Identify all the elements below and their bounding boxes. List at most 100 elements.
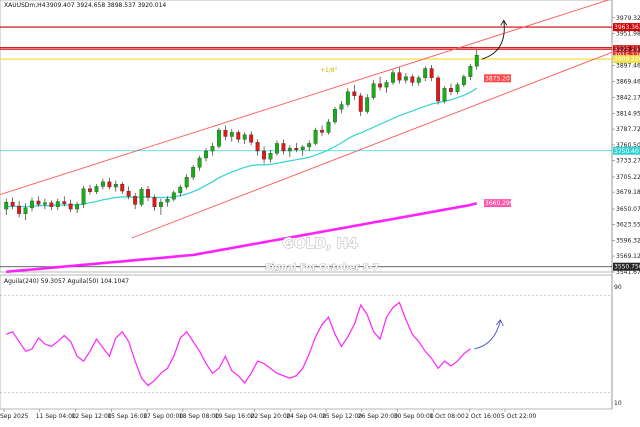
candle-body — [55, 201, 60, 207]
x-tick-label: 12 Sep 12:00 — [72, 413, 112, 420]
candle-body — [81, 188, 86, 205]
candle-body — [146, 189, 150, 198]
candle-body — [23, 207, 28, 214]
candle-body — [255, 142, 260, 152]
chart-ohlc: 3909.407 3924.658 3898.537 3920.014 — [46, 2, 166, 9]
price-axis-ticks: 3979.325 3951.980 3924.635 3897.460 3869.465… — [612, 15, 640, 276]
candle-body — [236, 132, 241, 140]
candle-body — [152, 197, 157, 207]
candle-body — [326, 121, 331, 133]
y-tick-label: 3596.325 — [616, 237, 640, 244]
candle-body — [339, 104, 344, 110]
candle-body — [165, 199, 170, 203]
trend-channel — [0, 0, 613, 239]
y-tick-label: 3897.460 — [616, 62, 640, 69]
x-tick-label: 24 Sep 04:00 — [286, 413, 326, 420]
candle-body — [307, 143, 312, 148]
candle-body — [281, 143, 286, 152]
candle-body — [94, 186, 99, 192]
candle-body — [403, 76, 408, 81]
candle-body — [294, 147, 299, 150]
candle-body — [461, 76, 466, 85]
y-tick-label: 3679.180 — [616, 189, 640, 196]
candle-body — [333, 109, 337, 123]
x-tick-label: 1 Oct 08:00 — [429, 413, 464, 420]
x-tick-label: 30 Sep 00:00 — [394, 413, 434, 420]
candle-body — [223, 129, 228, 137]
oscillator-bottom-tick: 10 — [614, 400, 622, 407]
candle-body — [313, 129, 318, 144]
candle-body — [68, 203, 73, 210]
candle-body — [120, 183, 125, 192]
price-tag-bg — [484, 199, 511, 208]
candle-body — [17, 206, 22, 214]
y-tick-label: 3705.225 — [616, 174, 640, 181]
candle-body — [197, 157, 202, 168]
candle-body — [113, 183, 118, 188]
x-tick-label: 17 Sep 00:00 — [143, 413, 183, 420]
price-tag-text: 3925.291 — [614, 46, 640, 53]
candle-body — [474, 55, 479, 67]
candle-body — [42, 202, 47, 205]
candle-body — [468, 66, 473, 77]
candle-body — [171, 192, 176, 200]
candle-body — [300, 146, 305, 150]
candle-body — [320, 129, 324, 133]
candle-body — [184, 176, 189, 188]
projection-arrowhead — [500, 19, 508, 26]
y-tick-label: 3650.070 — [616, 206, 640, 213]
candle-body — [242, 134, 247, 140]
candle-body — [442, 88, 447, 102]
x-tick-label: 18 Sep 08:00 — [179, 413, 219, 420]
price-tag-bg — [613, 23, 640, 32]
channel-upper — [0, 0, 610, 195]
watermark-subtitle: Signal For October 5-7 — [265, 263, 379, 273]
y-tick-label: 3979.325 — [616, 15, 640, 22]
channel-lower — [131, 51, 613, 239]
y-tick-label: 3569.125 — [616, 253, 640, 260]
candle-body — [268, 153, 273, 160]
x-tick-label: 5 Oct 22:00 — [501, 413, 536, 420]
candle-body — [139, 189, 144, 205]
candle-body — [204, 150, 208, 159]
y-tick-label: 3814.950 — [616, 110, 640, 117]
candle-body — [345, 91, 350, 105]
y-tick-label: 3869.465 — [616, 79, 640, 86]
oscillator-legend: Aguila(240) 59.3057 Aguila(50) 104.1047 — [4, 278, 129, 285]
oscillator — [0, 294, 612, 394]
osc-projection-curve — [474, 320, 501, 350]
projection-arrow — [481, 19, 508, 60]
candle-body — [449, 88, 453, 92]
candle-body — [178, 186, 183, 193]
price-tag-text: 3908.200 — [614, 56, 640, 63]
candle-body — [62, 201, 67, 205]
y-tick-label: 3787.725 — [616, 126, 640, 133]
y-tick-label: 3541.675 — [616, 269, 640, 276]
candle-body — [352, 91, 357, 96]
y-tick-label: 3924.635 — [616, 47, 640, 54]
price-tag-bg — [613, 45, 640, 54]
candle-body — [378, 83, 383, 88]
y-tick-label: 3951.980 — [616, 31, 640, 38]
price-tag-text: 3875.207 — [485, 75, 514, 82]
candle-body — [397, 72, 402, 81]
x-tick-label: 19 Sep 16:00 — [215, 413, 255, 420]
price-labels: 3963.3633925.2913915.1203908.2003875.207… — [484, 23, 640, 271]
x-tick-label: 11 Sep 04:00 — [36, 413, 76, 420]
chart-symbol: XAUUSDm,H4 — [4, 2, 46, 9]
candle-body — [75, 204, 80, 210]
price-tag-text: 3963.363 — [614, 24, 640, 31]
candle-body — [10, 201, 15, 207]
candlesticks — [4, 49, 479, 221]
candle-body — [384, 82, 389, 88]
price-tag-text: 3660.299 — [485, 200, 514, 207]
indicator-panel-frame — [0, 274, 613, 410]
y-tick-label: 3733.275 — [616, 158, 640, 165]
y-tick-label: 3842.175 — [616, 94, 640, 101]
oscillator-top-tick: 90 — [614, 284, 622, 291]
candle-body — [262, 150, 266, 160]
price-tag-text: 3750.40 — [614, 148, 639, 155]
candle-body — [423, 68, 428, 78]
candle-body — [249, 134, 254, 143]
candle-body — [229, 132, 234, 137]
